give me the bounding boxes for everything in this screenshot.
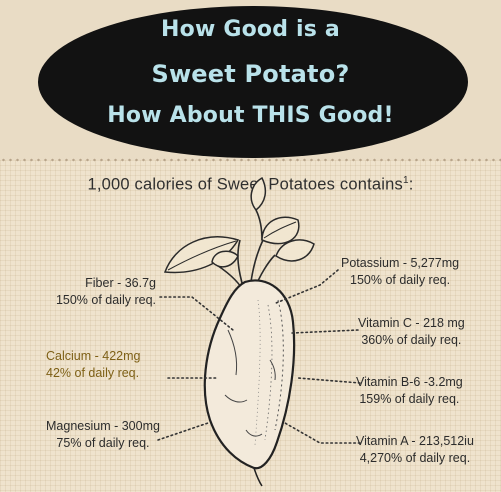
nutrient-daily: 159% of daily req. <box>359 392 460 406</box>
nutrient-calcium: Calcium - 422mg 42% of daily req. <box>46 348 140 382</box>
nutrient-potassium: Potassium - 5,277mg 150% of daily req. <box>341 255 459 289</box>
leader-lines <box>157 269 361 444</box>
title-banner <box>38 6 468 158</box>
nutrient-daily: 150% of daily req. <box>350 273 451 287</box>
leaves <box>163 176 315 274</box>
subtitle-footnote: 1 <box>402 175 409 186</box>
nutrient-vitamin-b6: Vitamin B-6 -3.2mg 159% of daily req. <box>356 374 463 408</box>
leader-potassium <box>275 269 339 304</box>
leader-fiber <box>159 296 234 331</box>
nutrient-daily: 42% of daily req. <box>46 366 140 380</box>
dotted-divider <box>0 156 501 164</box>
subtitle-text: 1,000 calories of Sweet Potatoes contain… <box>87 175 403 194</box>
nutrient-vitamin-a: Vitamin A - 213,512iu 4,270% of daily re… <box>356 433 474 467</box>
leader-magnesium <box>157 422 209 441</box>
leaf-far-right <box>275 239 315 262</box>
leader-vitamin-c <box>291 329 359 334</box>
nutrient-name: Potassium - 5,277mg <box>341 256 460 270</box>
subtitle: 1,000 calories of Sweet Potatoes contain… <box>0 175 501 195</box>
title-line-2: Sweet Potato? <box>151 60 350 88</box>
nutrient-daily: 150% of daily req. <box>55 293 156 307</box>
leader-vitamin-a <box>284 422 361 444</box>
potato-body <box>203 279 296 487</box>
title-line-1: How Good is a <box>161 17 340 42</box>
nutrient-vitamin-c: Vitamin C - 218 mg 360% of daily req. <box>358 315 465 349</box>
leader-vitamin-b6 <box>297 377 361 384</box>
leaf-left <box>163 236 240 274</box>
nutrient-daily: 360% of daily req. <box>361 333 462 347</box>
title-line-3: How About THIS Good! <box>107 103 394 128</box>
nutrient-name: Magnesium - 300mg <box>46 419 160 433</box>
subtitle-suffix: : <box>408 175 414 194</box>
leaf-top <box>250 176 267 212</box>
leaf-small <box>211 250 239 268</box>
nutrient-name: Vitamin B-6 -3.2mg <box>356 375 463 389</box>
leaf-right <box>261 216 300 245</box>
nutrient-name: Calcium - 422mg <box>46 349 141 363</box>
nutrient-fiber: Fiber - 36.7g 150% of daily req. <box>56 275 156 309</box>
nutrient-name: Fiber - 36.7g <box>85 276 156 290</box>
nutrient-name: Vitamin A - 213,512iu <box>356 434 474 448</box>
nutrient-daily: 4,270% of daily req. <box>359 451 471 465</box>
nutrient-name: Vitamin C - 218 mg <box>358 316 465 330</box>
nutrient-magnesium: Magnesium - 300mg 75% of daily req. <box>46 418 160 452</box>
nutrient-daily: 75% of daily req. <box>56 436 150 450</box>
